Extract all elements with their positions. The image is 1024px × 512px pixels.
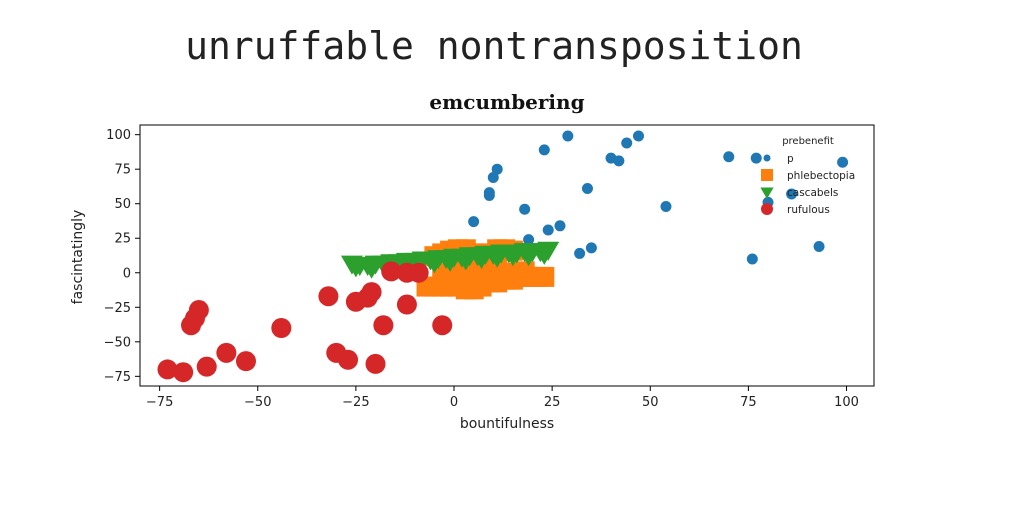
data-point — [786, 188, 798, 200]
data-point — [487, 171, 499, 183]
chart-title: emcumbering — [429, 90, 585, 114]
legend-label: phlebectopia — [787, 170, 855, 182]
x-tick-label: 0 — [450, 395, 458, 410]
data-point — [660, 200, 672, 212]
data-point — [517, 247, 540, 267]
data-point — [173, 362, 194, 383]
data-point — [491, 163, 503, 175]
data-point — [470, 250, 493, 270]
data-point — [514, 261, 535, 282]
data-point — [408, 262, 429, 283]
y-tick-label: 75 — [114, 163, 131, 178]
data-point — [486, 248, 509, 268]
data-point — [271, 318, 292, 338]
data-point — [523, 234, 535, 246]
series-rufulous — [157, 261, 453, 383]
data-point — [216, 342, 237, 363]
data-point — [585, 242, 597, 254]
legend-label: p — [787, 153, 794, 165]
x-tick-label: 75 — [740, 395, 757, 410]
legend-marker — [763, 154, 771, 162]
legend-item-phlebectopia: phlebectopia — [761, 169, 855, 182]
legend-item-cascabels: cascabels — [760, 187, 838, 199]
x-axis-label: bountifulness — [460, 416, 554, 432]
y-tick-label: −25 — [104, 301, 131, 316]
data-point — [533, 245, 556, 265]
data-point — [723, 151, 735, 163]
legend-marker — [761, 169, 773, 181]
x-tick-label: 50 — [642, 395, 659, 410]
x-tick-label: −75 — [146, 395, 173, 410]
y-tick-label: −75 — [104, 370, 131, 385]
series-p — [468, 130, 849, 265]
legend-label: rufulous — [787, 204, 830, 216]
data-point — [439, 252, 462, 272]
plot-frame — [139, 124, 875, 387]
data-point — [381, 261, 402, 282]
y-tick-label: −50 — [104, 335, 131, 350]
series-cascabels — [340, 241, 560, 279]
data-point — [184, 308, 205, 329]
data-point — [574, 247, 586, 259]
data-point — [562, 130, 574, 142]
legend: prebenefit p phlebectopia cascabels rufulous — [760, 136, 855, 216]
y-axis-label: fascintatingly — [70, 210, 86, 305]
page-heading: unruffable nontransposition — [185, 24, 803, 68]
y-tick-label: 0 — [123, 266, 131, 281]
data-point — [519, 203, 531, 215]
y-tick-label: 100 — [106, 128, 131, 143]
data-point — [534, 266, 555, 287]
data-point — [338, 349, 359, 370]
data-point — [746, 253, 758, 265]
data-point — [538, 144, 550, 156]
data-point — [468, 216, 480, 228]
data-point — [432, 315, 453, 336]
data-point — [396, 294, 417, 315]
data-point — [344, 258, 367, 278]
data-point — [837, 156, 849, 168]
data-point — [613, 155, 625, 167]
data-point — [542, 224, 554, 236]
data-point — [813, 241, 825, 253]
data-point — [501, 247, 524, 267]
legend-marker — [760, 187, 774, 199]
data-point — [454, 251, 477, 271]
data-point — [318, 286, 339, 307]
data-point — [361, 282, 382, 303]
legend-item-rufulous: rufulous — [761, 203, 830, 216]
data-point — [235, 351, 256, 372]
data-point — [423, 254, 446, 274]
data-point — [632, 130, 644, 142]
data-point — [581, 183, 593, 195]
y-tick-label: 50 — [114, 197, 131, 212]
legend-marker — [761, 203, 773, 215]
plot-marks — [157, 130, 849, 383]
data-point — [157, 359, 178, 380]
data-point — [621, 137, 633, 149]
x-tick-label: −50 — [244, 395, 271, 410]
x-tick-label: 100 — [834, 395, 859, 410]
x-tick-label: 25 — [544, 395, 561, 410]
data-point — [483, 189, 495, 201]
data-point — [554, 220, 566, 232]
data-point — [365, 353, 386, 374]
data-point — [360, 259, 383, 279]
data-point — [750, 152, 762, 164]
axes: −75 −50 −25 0 25 50 75 100 −75 −50 −25 0 25 50 75 100 — [104, 128, 859, 410]
y-tick-label: 25 — [114, 232, 131, 247]
legend-item-p: p — [763, 153, 794, 165]
data-point — [373, 315, 394, 336]
data-point — [196, 356, 217, 377]
legend-title: prebenefit — [782, 136, 834, 147]
x-tick-label: −25 — [342, 395, 369, 410]
legend-label: cascabels — [787, 187, 838, 199]
